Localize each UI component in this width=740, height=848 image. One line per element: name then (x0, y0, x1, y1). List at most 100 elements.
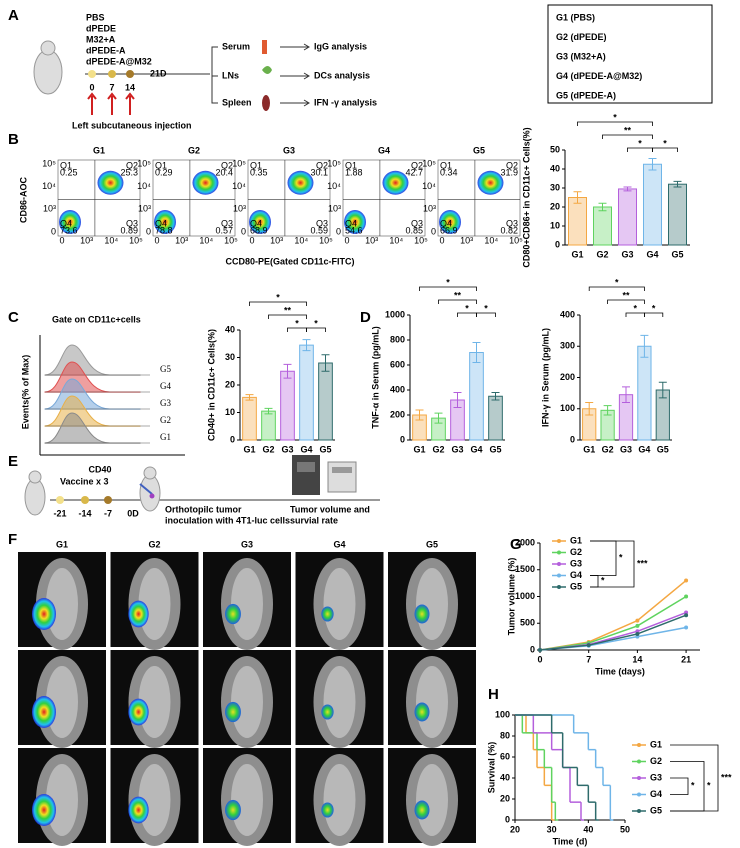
quadrant-value: 0.25 (60, 167, 78, 177)
significance-bracket (602, 134, 653, 139)
error-bar (573, 191, 582, 204)
significance-label: * (465, 303, 469, 313)
quadrant-value: 42.7 (405, 167, 423, 177)
quadrant-name: Q4 (250, 218, 262, 228)
y-tick-label: 10⁵ (422, 158, 436, 168)
significance-label: * (615, 277, 619, 287)
significance-label: * (691, 781, 695, 791)
significance-bracket (249, 301, 307, 306)
legend-marker (637, 759, 641, 764)
y-tick-label: 40 (500, 772, 510, 782)
mouse-icon (33, 40, 63, 95)
panel-label: A (8, 7, 19, 24)
significance-bracket (457, 312, 477, 317)
y-tick-label: 10⁴ (42, 181, 56, 191)
significance-label: * (619, 553, 623, 563)
legend-entry: G5 (dPEDE-A) (556, 90, 616, 100)
plot-title: G5 (473, 145, 485, 155)
panel-label: B (8, 131, 19, 148)
y-tick-label: 60 (500, 751, 510, 761)
quadrant-name: Q4 (440, 218, 452, 228)
population (477, 170, 504, 195)
timepoint (88, 70, 96, 78)
x-tick-label: G4 (300, 444, 312, 454)
y-tick-label: 500 (520, 618, 535, 628)
sample-icons (262, 40, 272, 111)
bar (242, 396, 257, 441)
x-tick-label: G5 (319, 444, 331, 454)
histogram-ridge (44, 344, 141, 376)
imaging-device (292, 455, 357, 495)
sample-name: LNs (222, 70, 239, 80)
mouse-shade (231, 764, 263, 836)
timeline-label: 7 (109, 82, 114, 92)
panel-label: H (488, 686, 499, 703)
error-bar (598, 202, 607, 212)
legend-label: G5 (650, 805, 662, 815)
x-tick-label: 10⁴ (294, 235, 308, 245)
y-tick-label: 0 (530, 644, 535, 654)
legend-marker (557, 550, 561, 555)
y-tick-label: 10³ (233, 204, 246, 214)
bar (618, 188, 637, 246)
mouse-shade (416, 568, 448, 640)
y-tick-label: 40 (225, 324, 235, 334)
injection-label: Left subcutaneous injection (72, 120, 192, 130)
x-tick-label: 50 (620, 824, 630, 834)
y-tick-label: 30 (225, 352, 235, 362)
error-bar (658, 381, 667, 399)
y-tick-label: 20 (225, 379, 235, 389)
y-tick-label: 50 (550, 144, 560, 154)
timeline-label: -21 (53, 508, 66, 518)
y-tick-label: 0 (431, 226, 436, 236)
group-title: G3 (241, 539, 253, 549)
quadrant-value: 73.6 (60, 225, 78, 235)
y-tick-label: 1000 (385, 309, 405, 319)
y-tick-label: 200 (560, 372, 575, 382)
x-tick-label: G1 (583, 444, 595, 454)
y-tick-label: 10⁴ (137, 181, 151, 191)
tumor-signal (414, 702, 430, 722)
legend-marker (557, 539, 561, 543)
significance-label: * (707, 781, 711, 791)
significance-label: ** (624, 125, 632, 135)
x-tick-label: 0 (154, 235, 159, 245)
plot-title: G4 (378, 145, 390, 155)
legend-marker (557, 573, 561, 578)
significance-label: * (613, 112, 617, 122)
data-point (538, 648, 542, 652)
quadrant-name: Q1 (155, 160, 167, 170)
significance-label: * (633, 303, 637, 313)
y-axis-label: CD80+CD86+ in CD11c+ Cells(%) (521, 127, 531, 267)
y-tick-label: 10⁴ (327, 181, 341, 191)
y-tick-label: 20 (550, 201, 560, 211)
data-point (684, 578, 689, 583)
timepoint (81, 496, 89, 504)
y-tick-label: 10⁴ (232, 181, 246, 191)
significance-label: *** (637, 558, 648, 568)
significance-label: * (484, 303, 488, 313)
legend-marker (637, 809, 641, 813)
bar (643, 163, 662, 246)
significance-label: * (446, 277, 450, 287)
group-label: G2 (160, 415, 171, 425)
legend-label: G4 (650, 789, 662, 799)
y-tick-label: 10⁵ (232, 158, 246, 168)
y-axis-label: Events(% of Max) (20, 355, 30, 430)
quadrant-value: 31.9 (500, 167, 518, 177)
quadrant-value: 0.82 (500, 225, 518, 235)
mouse-shade (231, 568, 263, 640)
group-name: dPEDE-A (86, 45, 126, 55)
significance-label: * (314, 318, 318, 328)
significance-bracket (652, 147, 678, 152)
x-tick-label: G1 (413, 444, 425, 454)
legend-entry: G2 (dPEDE) (556, 32, 607, 42)
x-tick-label: 0 (439, 235, 444, 245)
error-bar (321, 354, 330, 372)
legend-label: G1 (650, 739, 662, 749)
error-bar (623, 186, 632, 192)
x-tick-label: 21 (681, 654, 691, 664)
y-tick-label: 0 (505, 814, 510, 824)
error-bar (640, 334, 649, 358)
x-tick-label: G3 (620, 444, 632, 454)
